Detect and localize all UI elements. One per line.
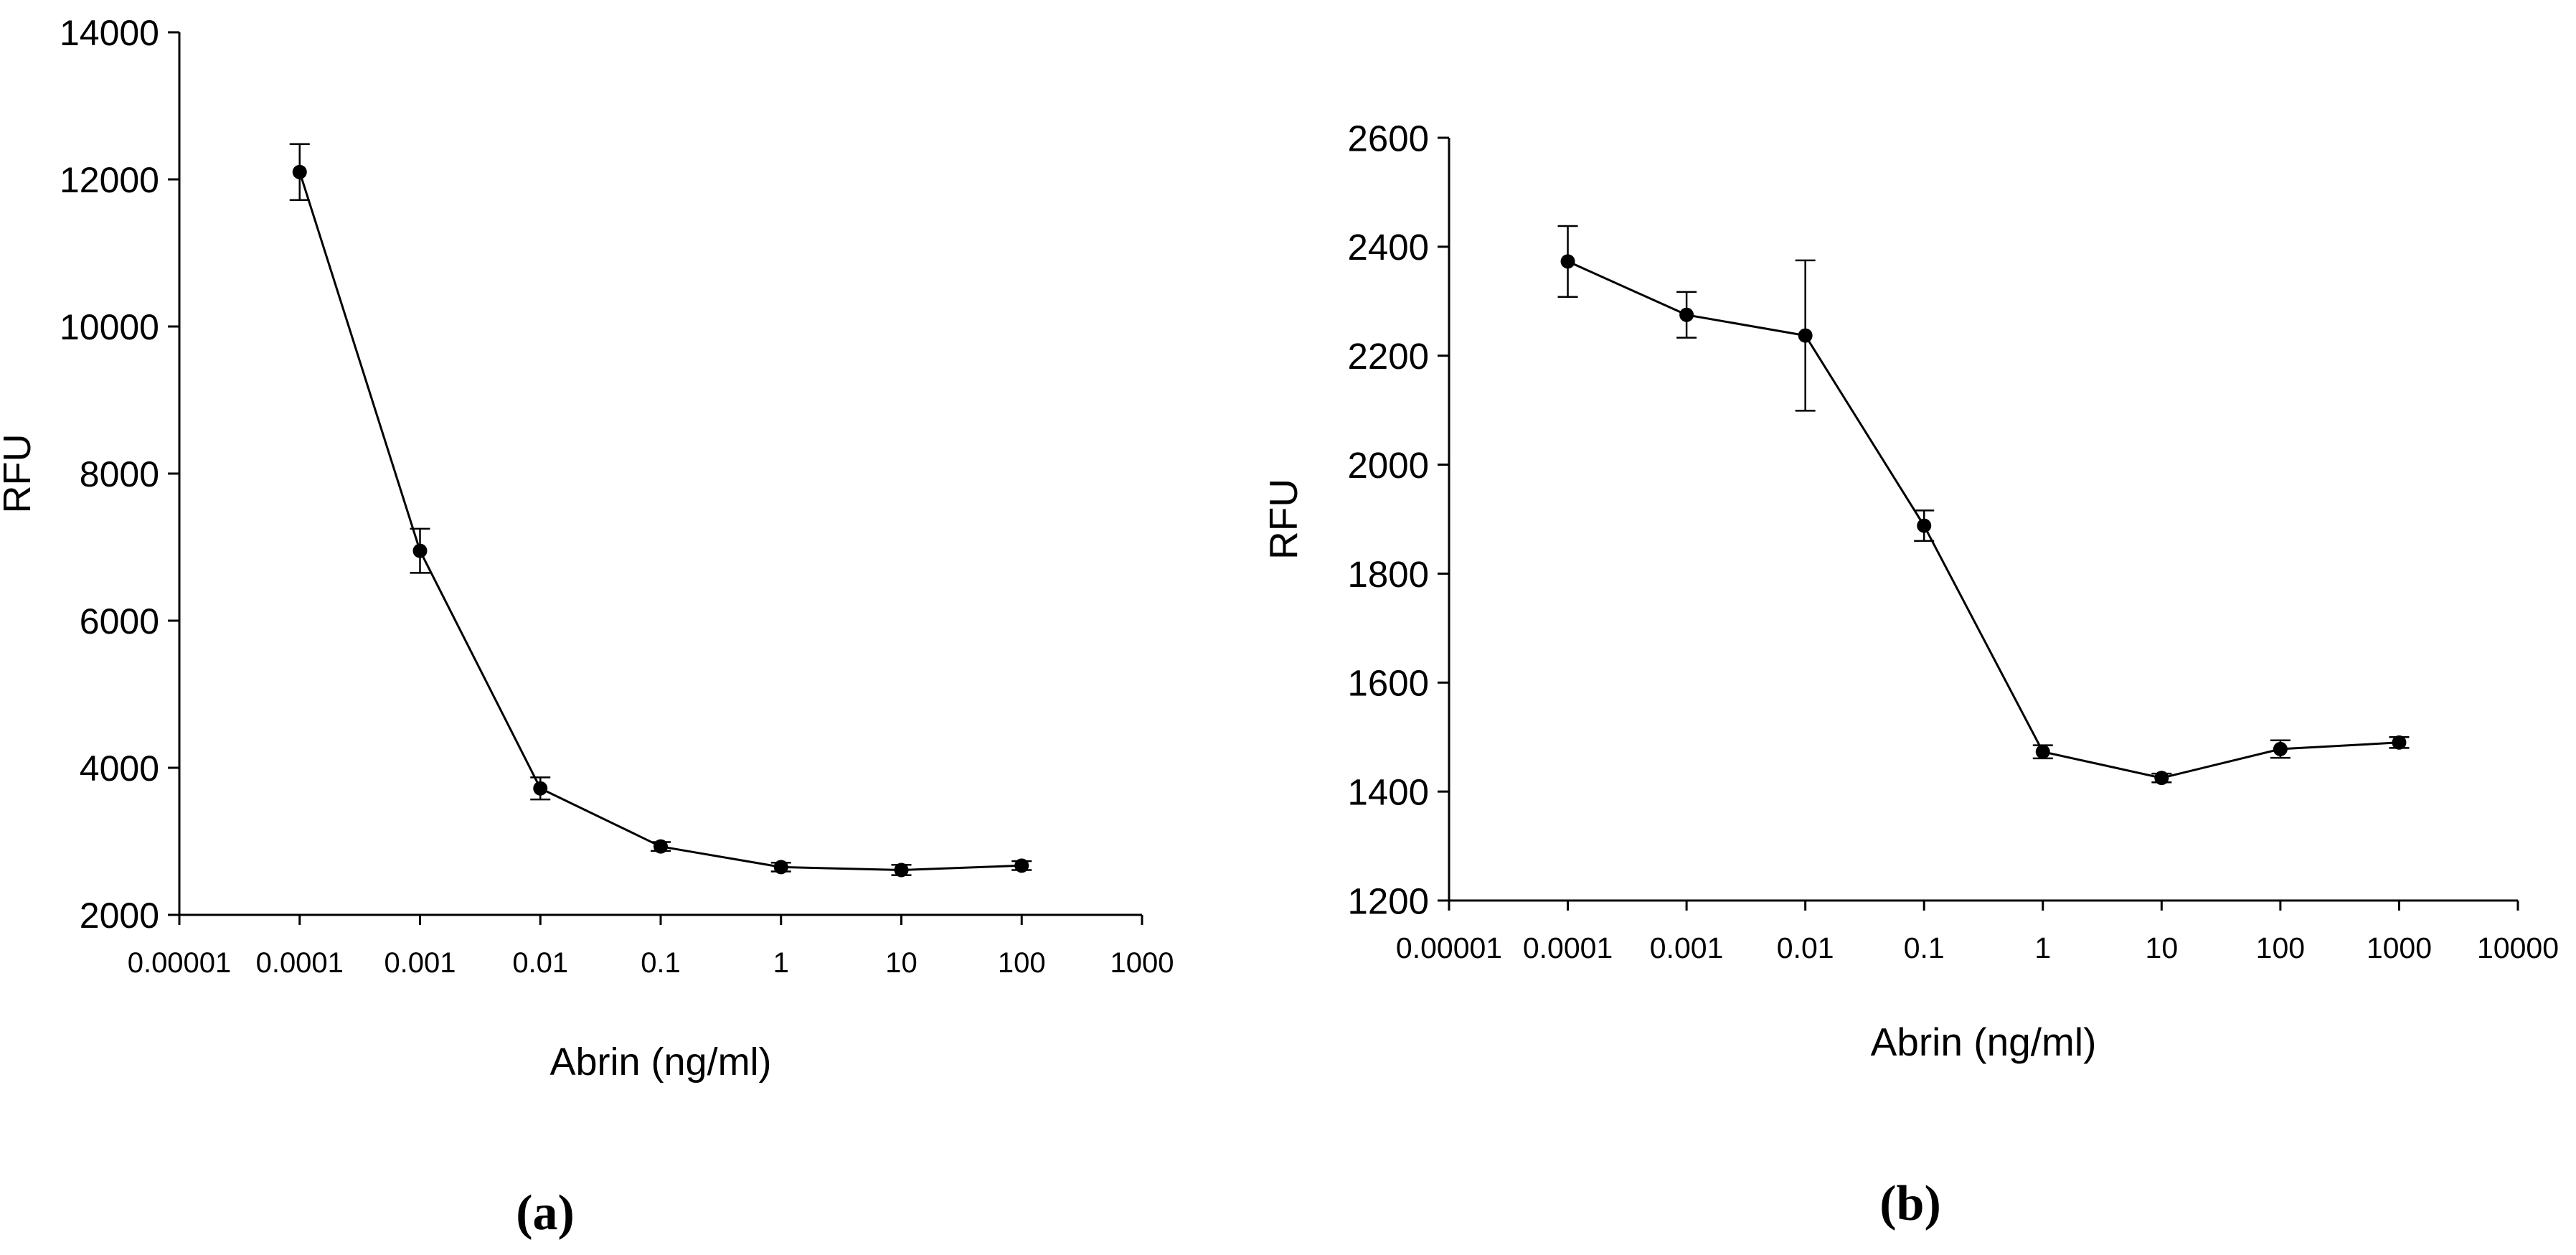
x-tick-label: 10 [2146, 931, 2179, 964]
data-point [1798, 328, 1813, 343]
series-line [1567, 260, 2400, 779]
y-tick-label: 14000 [60, 13, 159, 53]
data-point [533, 781, 548, 796]
x-tick-label: 100 [2256, 931, 2305, 964]
y-tick-label: 1800 [1348, 554, 1429, 595]
y-tick-label: 2400 [1348, 227, 1429, 268]
y-tick-label: 2000 [80, 896, 159, 936]
data-point [2273, 741, 2288, 756]
x-axis-title: Abrin (ng/ml) [1871, 1020, 2097, 1064]
x-tick-label: 100 [998, 947, 1046, 979]
y-tick-label: 2000 [1348, 445, 1429, 486]
y-tick-label: 8000 [80, 454, 159, 494]
data-point [2035, 744, 2050, 759]
x-tick-label: 10000 [2477, 931, 2559, 964]
chart-panel-b: 1200 1400 1600 1800 2000 2200 2400 2600 0.00001 0… [1261, 118, 2559, 1231]
x-tick-label: 0.0001 [256, 947, 344, 979]
y-tick-label: 12000 [60, 160, 159, 200]
data-point [654, 839, 668, 854]
x-tick-label: 0.1 [641, 947, 681, 979]
data-point [2392, 735, 2407, 750]
x-axis-title: Abrin (ng/ml) [549, 1040, 771, 1084]
x-tick-label: 1 [773, 947, 789, 979]
x-tick-label: 1000 [1110, 947, 1174, 979]
y-tick-label: 2200 [1348, 336, 1429, 377]
data-point [2154, 771, 2169, 786]
x-tick-label: 0.00001 [1396, 931, 1502, 964]
x-tick-label: 0.001 [1650, 931, 1724, 964]
data-point [894, 862, 909, 878]
data-point [292, 164, 307, 179]
panel-label: (a) [516, 1185, 575, 1241]
data-point [1014, 858, 1029, 873]
data-point [1917, 518, 1932, 533]
y-tick-label: 6000 [80, 601, 159, 641]
data-point [1560, 254, 1575, 269]
x-tick-label: 0.00001 [128, 947, 232, 979]
y-tick-label: 1600 [1348, 663, 1429, 704]
y-tick-label: 10000 [60, 307, 159, 347]
y-axis-title: RFU [0, 434, 39, 514]
y-tick-label: 1400 [1348, 772, 1429, 813]
data-point [412, 543, 428, 558]
x-tick-label: 1 [2034, 931, 2051, 964]
data-point [1679, 307, 1694, 322]
x-tick-label: 10 [885, 947, 917, 979]
y-axis-title: RFU [1261, 479, 1306, 560]
x-tick-label: 0.01 [1777, 931, 1834, 964]
chart-panel-a: 2000 4000 6000 8000 10000 12000 14000 0.00001 0.… [0, 13, 1174, 1241]
x-tick-label: 0.01 [512, 947, 568, 979]
series-line [298, 171, 1022, 872]
x-tick-label: 0.0001 [1523, 931, 1613, 964]
panel-label: (b) [1879, 1176, 1941, 1231]
y-tick-label: 4000 [80, 748, 159, 789]
x-tick-label: 1000 [2367, 931, 2432, 964]
data-point [773, 860, 788, 875]
y-tick-label: 1200 [1348, 880, 1429, 921]
x-tick-label: 0.001 [384, 947, 456, 979]
x-tick-label: 0.1 [1904, 931, 1945, 964]
y-tick-label: 2600 [1348, 118, 1429, 159]
